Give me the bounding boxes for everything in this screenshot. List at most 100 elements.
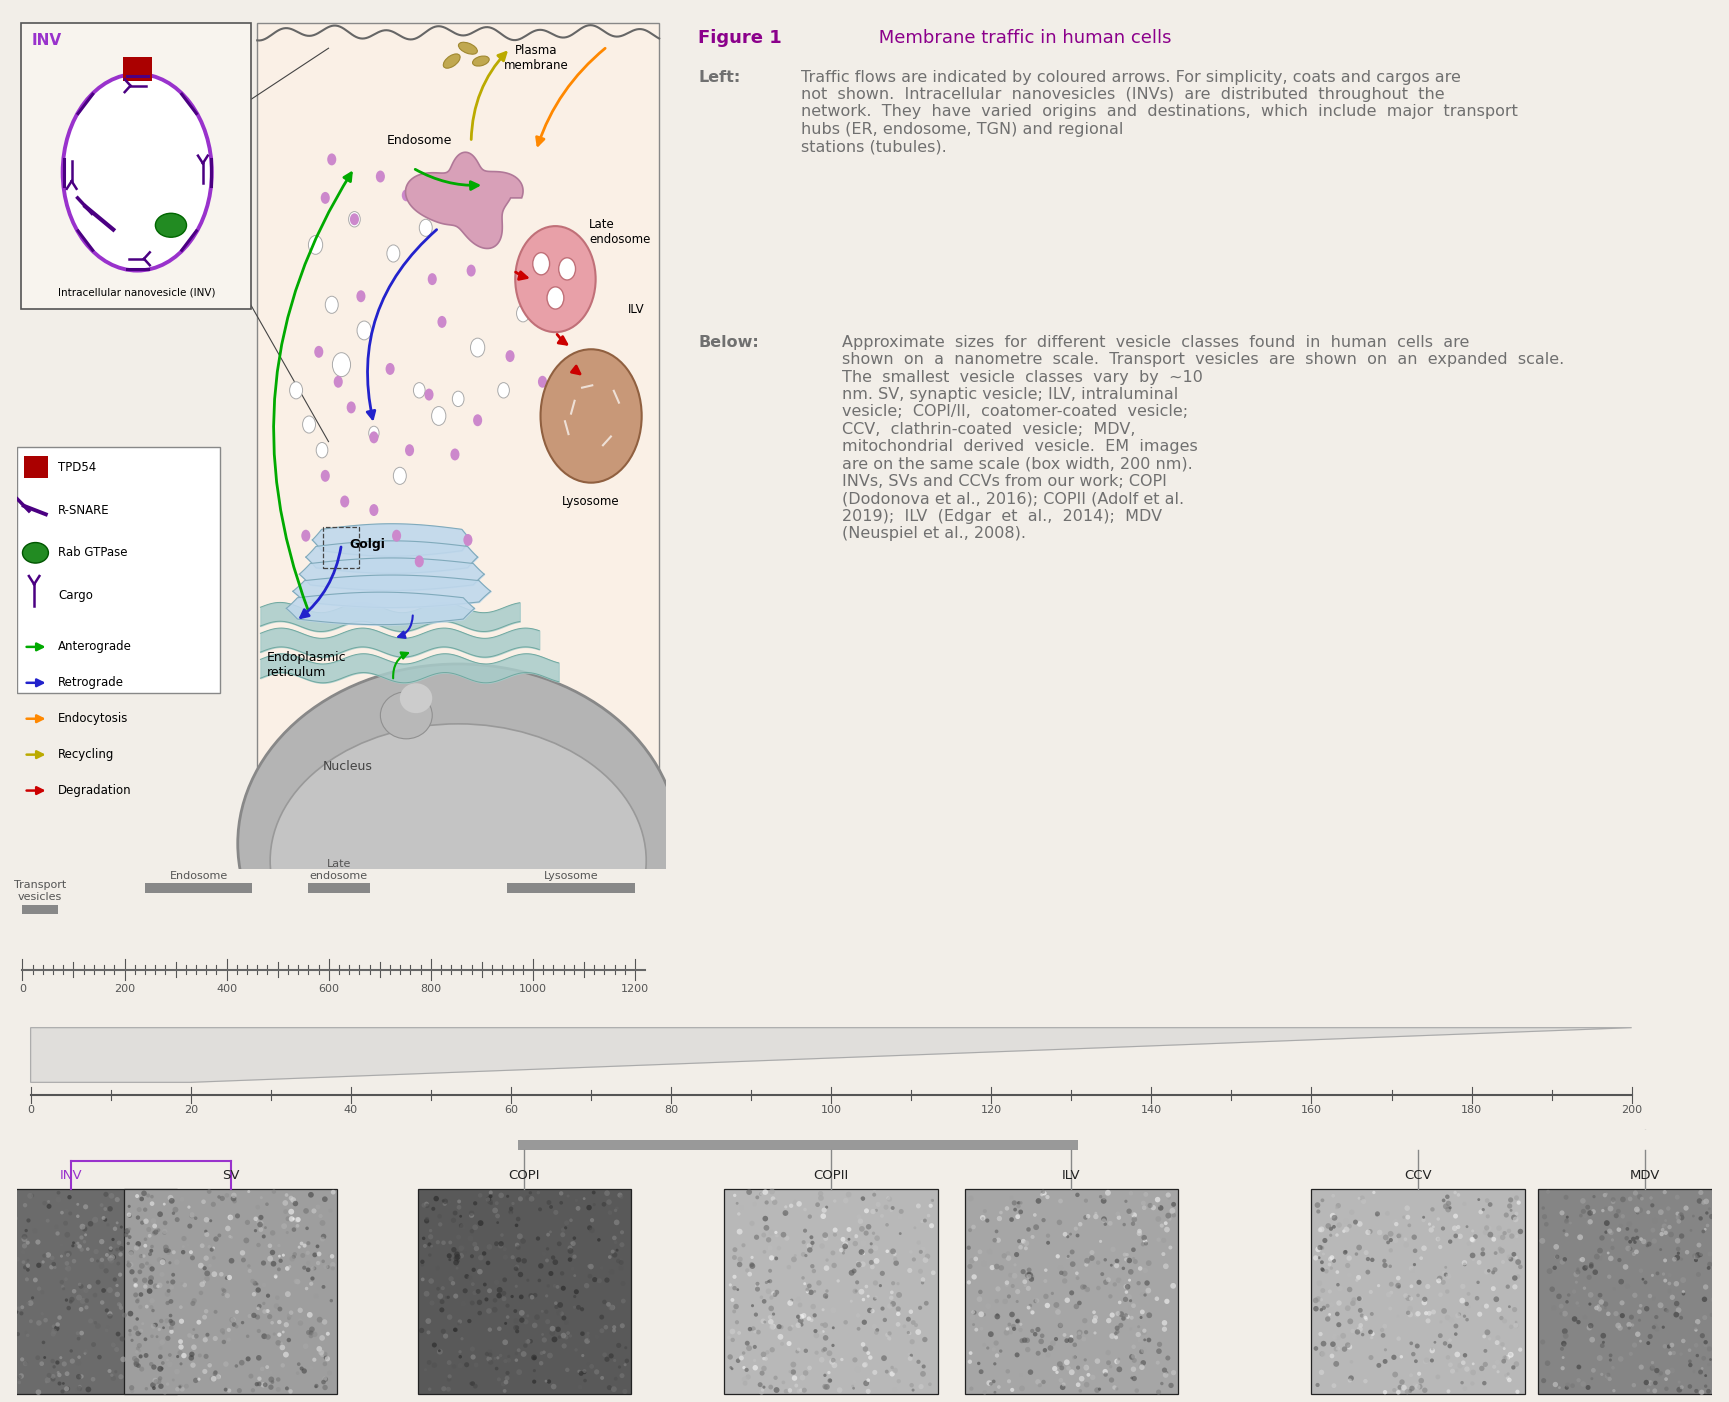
Point (1120, 1209, 1148, 1231)
Point (1115, 1286, 1143, 1308)
Point (998, 1209, 1025, 1231)
Point (1309, 1258, 1337, 1280)
Point (844, 1251, 871, 1273)
Point (1074, 1249, 1101, 1272)
Point (503, 1321, 531, 1343)
Point (436, 1245, 463, 1267)
Point (1599, 1380, 1627, 1402)
Point (166, 1375, 194, 1398)
Point (424, 1231, 451, 1253)
Text: 200: 200 (1622, 1105, 1643, 1116)
Point (1584, 1294, 1611, 1316)
Point (17, 1291, 45, 1314)
Point (987, 1256, 1015, 1279)
Point (320, 1180, 348, 1203)
Point (890, 1315, 918, 1338)
Point (991, 1290, 1018, 1312)
Point (97, 1249, 124, 1272)
Point (1691, 1330, 1719, 1353)
Point (128, 1319, 156, 1342)
Point (5, 1371, 33, 1394)
Point (0, 1234, 17, 1256)
Point (1117, 1182, 1145, 1204)
Point (247, 1186, 275, 1209)
Point (0, 1360, 21, 1382)
Point (1018, 1301, 1046, 1323)
Point (1565, 1258, 1592, 1280)
Circle shape (322, 192, 330, 203)
Point (1534, 1352, 1561, 1374)
Point (1145, 1195, 1172, 1217)
Point (1150, 1230, 1177, 1252)
Point (1426, 1283, 1454, 1305)
Point (1127, 1354, 1155, 1377)
Point (130, 1312, 157, 1335)
Point (316, 1199, 344, 1221)
Point (48, 1381, 76, 1402)
Point (828, 1349, 856, 1371)
Point (287, 1232, 315, 1255)
Point (1072, 1357, 1100, 1380)
Point (1385, 1381, 1413, 1402)
Point (105, 1231, 133, 1253)
Point (1670, 1329, 1698, 1352)
Point (1617, 1238, 1644, 1260)
Point (220, 1308, 247, 1330)
Point (960, 1266, 987, 1288)
Point (306, 1338, 334, 1360)
Point (102, 1360, 130, 1382)
Point (849, 1288, 877, 1311)
Point (562, 1339, 590, 1361)
Point (1451, 1345, 1478, 1367)
Point (858, 1239, 885, 1262)
Point (180, 1293, 207, 1315)
Point (5, 1366, 33, 1388)
Point (577, 1255, 605, 1277)
Point (462, 1192, 489, 1214)
Point (1639, 1352, 1667, 1374)
Point (1050, 1373, 1077, 1395)
Point (47, 1234, 74, 1256)
Point (842, 1280, 870, 1302)
Point (1129, 1283, 1157, 1305)
Point (1684, 1345, 1712, 1367)
Point (1368, 1319, 1395, 1342)
Point (190, 1190, 218, 1213)
Point (1688, 1207, 1715, 1230)
Point (1480, 1262, 1508, 1284)
Point (240, 1304, 268, 1326)
Point (887, 1223, 915, 1245)
Point (14, 1231, 41, 1253)
Point (232, 1230, 259, 1252)
Point (130, 1245, 157, 1267)
Point (896, 1347, 923, 1370)
Point (80, 1333, 107, 1356)
Point (313, 1347, 341, 1370)
Point (178, 1246, 206, 1269)
Point (1357, 1280, 1385, 1302)
Point (1005, 1192, 1032, 1214)
Point (1058, 1361, 1086, 1384)
Point (1592, 1211, 1620, 1234)
Point (475, 1187, 503, 1210)
Point (1639, 1218, 1667, 1241)
Point (133, 1252, 161, 1274)
Point (816, 1370, 844, 1392)
Point (180, 1336, 207, 1359)
Point (202, 1301, 230, 1323)
Point (460, 1346, 488, 1368)
Point (557, 1239, 584, 1262)
Point (436, 1366, 463, 1388)
Point (1596, 1349, 1624, 1371)
Point (1693, 1202, 1720, 1224)
Point (1394, 1206, 1421, 1228)
Point (266, 1323, 294, 1346)
Point (571, 1370, 598, 1392)
Point (9, 1295, 36, 1318)
Point (3, 1248, 31, 1270)
Point (1034, 1294, 1062, 1316)
Point (510, 1343, 538, 1366)
Point (555, 1322, 583, 1345)
Point (1475, 1217, 1503, 1239)
Point (1705, 1349, 1729, 1371)
